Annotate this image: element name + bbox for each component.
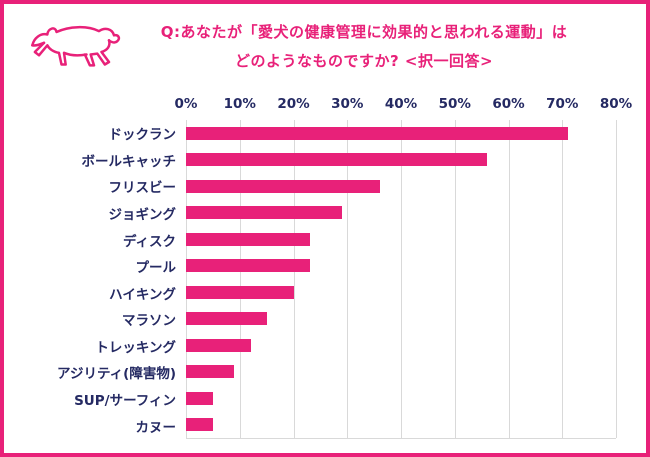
category-label: ディスク [122, 233, 176, 250]
gridline [454, 120, 456, 438]
bar [186, 338, 251, 352]
bar-row [186, 332, 616, 359]
bar-row [186, 120, 616, 147]
gridline [562, 120, 564, 438]
gridline [239, 120, 241, 438]
gridline [293, 120, 295, 438]
category-label: トレッキング [95, 339, 176, 356]
bar-row [186, 226, 616, 253]
chart-title: Q:あなたが「愛犬の健康管理に効果的と思われる運動」は どのようなものですか? … [124, 18, 604, 77]
bar [186, 206, 342, 220]
bar-row [186, 147, 616, 174]
bar [186, 312, 267, 326]
axis-tick-label: 80% [599, 96, 633, 112]
header: Q:あなたが「愛犬の健康管理に効果的と思われる運動」は どのようなものですか? … [4, 4, 646, 78]
x-axis: 0% 10% 20% 30% 40% 50% 60% 70% 80% [175, 94, 633, 120]
bar-chart: 0% 10% 20% 30% 40% 50% 60% 70% 80% ドックランボールキャッチフ… [14, 94, 633, 439]
axis-tick-label: 0% [174, 96, 198, 112]
running-dog-icon [31, 25, 121, 67]
bar [186, 285, 294, 299]
category-label: ボールキャッチ [81, 153, 177, 170]
bar-row [186, 385, 616, 412]
category-label: プール [135, 260, 177, 277]
bar [186, 126, 568, 140]
bar [186, 391, 213, 405]
bar-row [186, 279, 616, 306]
category-label: カヌー [135, 419, 177, 436]
axis-tick-label: 10% [223, 96, 256, 112]
chart-body: ドックランボールキャッチフリスビージョギングディスクプールハイキングマラソントレ… [14, 120, 617, 439]
category-label: フリスビー [108, 180, 177, 197]
bar [186, 418, 213, 432]
chart-title-line1: Q:あなたが「愛犬の健康管理に効果的と思われる運動」は [160, 22, 568, 41]
category-label: マラソン [122, 313, 176, 330]
axis-tick-label: 50% [438, 96, 471, 112]
bar [186, 153, 487, 167]
axis-tick-label: 70% [546, 96, 579, 112]
axis-tick-label: 60% [492, 96, 525, 112]
gridline [401, 120, 402, 438]
axis-tick-label: 20% [277, 96, 310, 112]
bar-row [186, 200, 616, 227]
bar [186, 179, 380, 193]
gridline [616, 120, 617, 438]
bars [186, 120, 616, 438]
chart-title-line2: どのようなものですか? <択一回答> [234, 52, 494, 70]
axis-tick-label: 40% [384, 96, 418, 112]
category-label: ドックラン [108, 127, 177, 144]
bar-row [186, 253, 616, 280]
category-label: アジリティ(障害物) [57, 366, 176, 383]
gridline [347, 120, 349, 438]
bar-row [186, 359, 616, 386]
bar-row [186, 412, 616, 439]
category-labels: ドックランボールキャッチフリスビージョギングディスクプールハイキングマラソントレ… [14, 120, 186, 439]
bar-row [186, 173, 616, 200]
gridline [186, 120, 187, 438]
plot-area [186, 120, 617, 439]
gridline [508, 120, 510, 438]
axis-tick-label: 30% [331, 96, 364, 112]
bar [186, 259, 310, 273]
category-label: ジョギング [108, 207, 177, 224]
gridlines [186, 120, 617, 438]
category-label: SUP/サーフィン [74, 393, 176, 410]
bar [186, 232, 310, 246]
bar-row [186, 306, 616, 333]
category-label: ハイキング [109, 286, 176, 303]
bar [186, 365, 235, 379]
